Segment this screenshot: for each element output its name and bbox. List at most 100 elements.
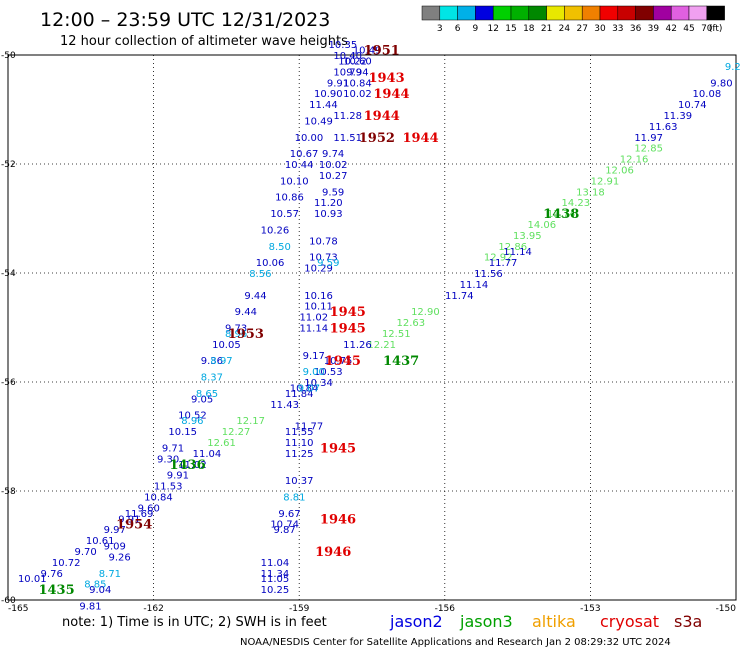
pass-time-label: 1946 [315, 545, 351, 560]
wave-height-point: 10.84 [343, 78, 372, 89]
satellite-legend: jason2 jason3 altika cryosat s3a [389, 612, 702, 631]
wave-height-point: 12.27 [222, 427, 251, 438]
wave-height-point: 11.74 [445, 291, 474, 302]
pass-time-label: 1951 [364, 44, 400, 59]
colorbar-swatch [688, 5, 708, 21]
y-tick-label: -56 [1, 378, 16, 388]
colorbar-label: 30 [594, 24, 606, 34]
colorbar-label: 18 [523, 24, 535, 34]
colorbar-label: 70 [701, 24, 713, 34]
pass-time-label: 1943 [368, 71, 404, 86]
wave-height-point: 12.06 [605, 165, 634, 176]
legend-entry-s3a: s3a [674, 612, 702, 631]
wave-height-point: 10.06 [256, 258, 285, 269]
colorbar-label: 3 [437, 24, 443, 34]
wave-height-point: 11.05 [261, 574, 290, 585]
wave-height-point: 10.93 [314, 209, 343, 220]
wave-height-point: 9.80 [710, 78, 732, 89]
wave-height-point: 10.72 [52, 558, 81, 569]
wave-height-point: 11.02 [299, 313, 328, 324]
x-tick-label: -165 [8, 604, 28, 614]
pass-time-label: 1435 [38, 583, 74, 598]
pass-time-label: 1944 [373, 87, 409, 102]
wave-height-point: 12.61 [207, 438, 236, 449]
wave-height-point: 12.17 [236, 416, 265, 427]
wave-height-point: 10.05 [212, 340, 241, 351]
wave-height-point: 8.65 [196, 389, 218, 400]
wave-height-point: 10.29 [304, 264, 333, 275]
wave-height-point: 10.73 [309, 253, 338, 264]
wave-height-point: 12.16 [620, 155, 649, 166]
pass-time-label: 1946 [320, 512, 356, 527]
colorbar-label: 45 [683, 24, 694, 34]
wave-height-point: 8.37 [201, 373, 223, 384]
colorbar-swatch [475, 5, 494, 21]
wave-height-point: 10.44 [285, 160, 314, 171]
colorbar-label: 9 [473, 24, 479, 34]
y-tick-label: -58 [1, 487, 16, 497]
wave-height-point: 9.67 [278, 509, 300, 520]
wave-height-point: 10.75 [324, 356, 353, 367]
legend-entry-jason2: jason2 [389, 612, 443, 631]
pass-time-label: 1952 [359, 131, 395, 146]
wave-height-point: 10.49 [353, 46, 382, 57]
y-tick-label: -60 [1, 596, 16, 606]
colorbar-label: 33 [612, 24, 623, 34]
wave-height-point: 9.05 [191, 394, 213, 405]
wave-height-point: 9.30 [157, 454, 179, 465]
wave-height-point: 9.44 [244, 291, 266, 302]
wave-height-point: 12.91 [591, 176, 620, 187]
wave-height-point: 9.71 [162, 443, 184, 454]
wave-height-point: 10.60 [343, 56, 372, 67]
colorbar-label: 27 [576, 24, 587, 34]
wave-height-colorbar: 3 6 9 12 15 18 21 24 27 30 33 36 39 42 45 70(ft) [421, 5, 725, 34]
wave-height-point: 11.53 [154, 482, 183, 493]
colorbar-swatch [421, 5, 441, 21]
wave-height-point: 9.26 [108, 552, 130, 563]
wave-height-point: 9.36 [201, 356, 223, 367]
wave-height-point: 11.77 [295, 422, 324, 433]
wave-height-point: 11.25 [285, 449, 314, 460]
wave-height-point: 11.97 [634, 133, 663, 144]
wave-height-point: 9.91 [327, 78, 349, 89]
colorbar-label: (ft) [709, 24, 723, 34]
wave-height-point: 10.52 [178, 411, 207, 422]
wave-height-point: 14.06 [528, 220, 557, 231]
wave-height-point: 9.76 [41, 569, 63, 580]
wave-height-point: 11.34 [261, 569, 290, 580]
wave-height-point: 11.04 [261, 558, 290, 569]
wave-height-point: 9.59 [322, 187, 344, 198]
wave-height-point: 9.91 [118, 514, 140, 525]
pass-time-label: 1944 [364, 109, 400, 124]
colorbar-swatch [510, 5, 530, 21]
colorbar-swatch [581, 5, 601, 21]
wave-height-point: 10.22 [338, 56, 367, 67]
wave-height-point: 10.02 [319, 160, 348, 171]
series-pass-d: 9.269.09 9.309.71 10.15 10.52 9.05 9.36 10.05 9… [104, 46, 382, 564]
pass-time-label: 1945 [330, 322, 366, 337]
wave-height-point: 9.70 [75, 547, 97, 558]
series-pass-a: 10.019.7610.729.7010.619.979.9111.699.60… [18, 449, 221, 585]
wave-height-point: 12.51 [382, 329, 411, 340]
wave-height-point: 10.49 [304, 116, 333, 127]
wave-height-point: 11.28 [333, 111, 362, 122]
pass-time-label: 1945 [320, 441, 356, 456]
wave-height-point: 9.97 [104, 525, 126, 536]
wave-height-point: 9.21 [725, 62, 740, 73]
wave-height-point: 10.26 [261, 225, 290, 236]
wave-height-point: 11.26 [343, 340, 372, 351]
wave-height-point: 12.92 [484, 253, 513, 264]
wave-height-point: 9.74 [322, 149, 344, 160]
wave-height-point: 9.09 [104, 542, 126, 553]
legend-entry-cryosat: cryosat [600, 612, 659, 631]
pass-time-label: 1945 [325, 354, 361, 369]
wave-height-point: 11.02 [178, 460, 207, 471]
colorbar-label: 24 [559, 24, 571, 34]
wave-height-point: 10.25 [261, 585, 290, 596]
wave-height-point: 10.53 [314, 367, 343, 378]
colorbar-swatch [706, 5, 725, 21]
colorbar-label: 39 [648, 24, 660, 34]
wave-height-point: 10.15 [168, 427, 197, 438]
chart-title: 12:00 – 23:59 UTC 12/31/2023 [40, 9, 330, 31]
pass-time-label: 1953 [228, 327, 264, 342]
